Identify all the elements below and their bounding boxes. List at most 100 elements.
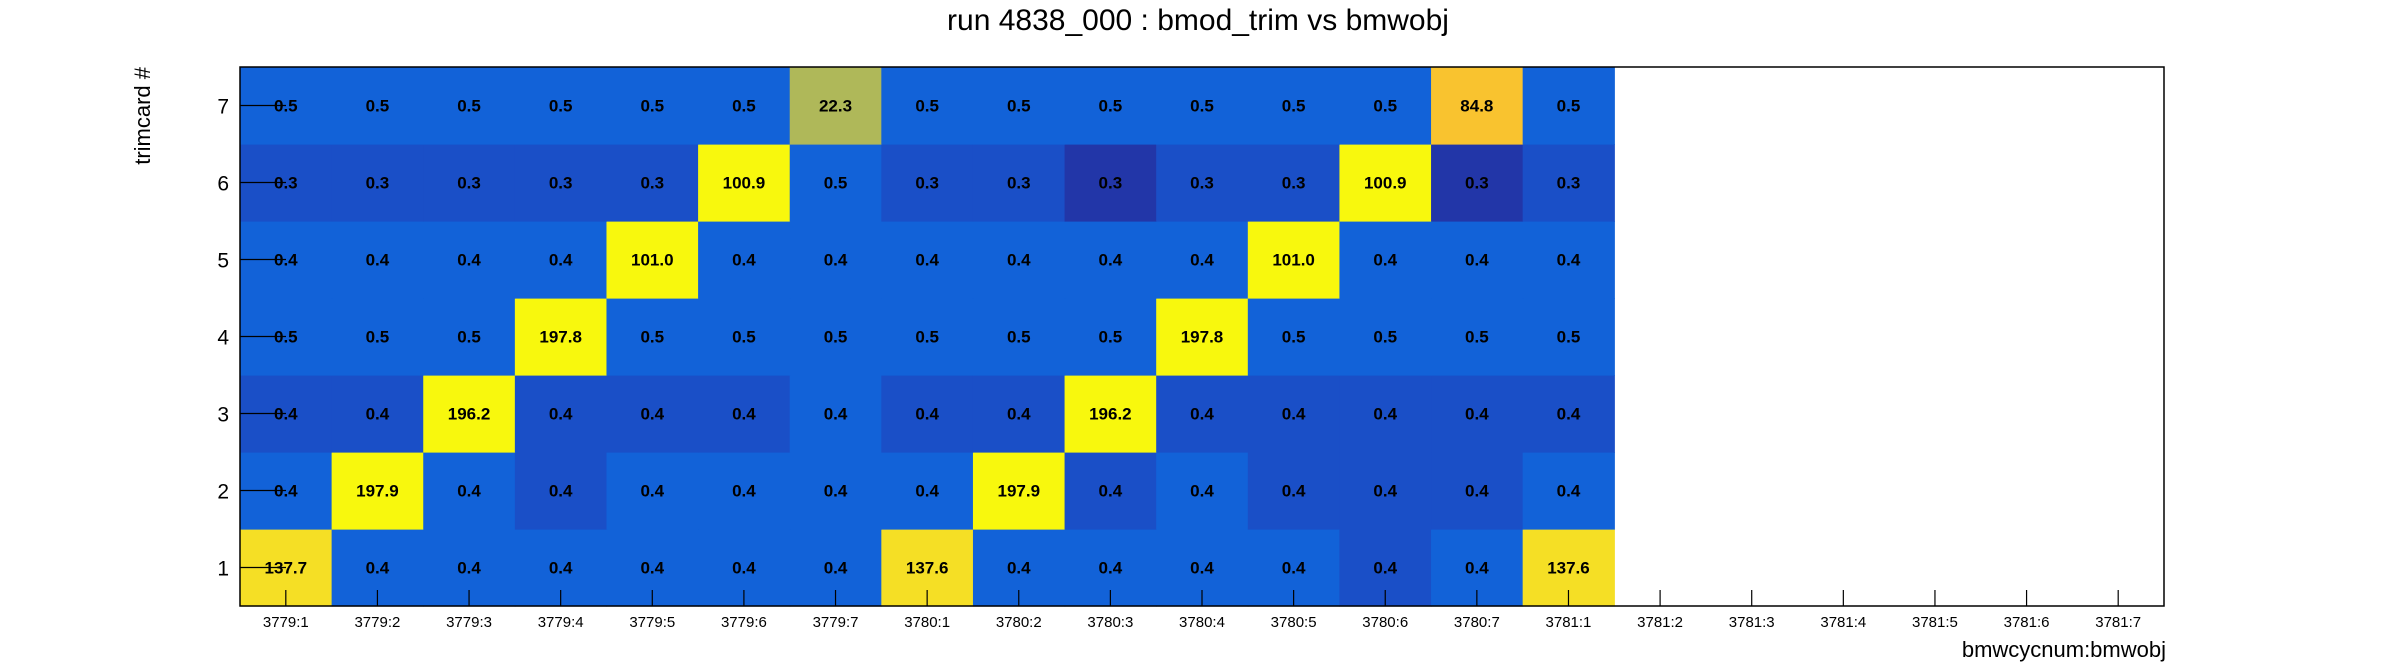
cell-value-label: 0.5	[457, 97, 481, 116]
cell-value-label: 0.3	[915, 174, 939, 193]
cell-value-label: 84.8	[1460, 97, 1493, 116]
heatmap-cell	[1339, 375, 1432, 453]
x-axis-title: bmwcycnum:bmwobj	[1962, 637, 2166, 662]
cell-value-label: 0.4	[274, 405, 298, 424]
cell-value-label: 197.9	[356, 482, 399, 501]
cell-value-label: 0.4	[1465, 559, 1489, 578]
cell-value-label: 100.9	[1364, 174, 1407, 193]
heatmap-cell-labels: 137.7 0.4 0.4 0.4 0.4 0.4 0.4 137.6 0.4 0.4 0.4 0.4…	[265, 97, 1590, 578]
cell-value-label: 0.4	[1099, 251, 1123, 270]
heatmap-cell	[606, 144, 699, 222]
cell-value-label: 0.5	[732, 328, 756, 347]
cell-value-label: 0.3	[1190, 174, 1214, 193]
cell-value-label: 0.4	[1373, 482, 1397, 501]
x-tick-label: 3781:1	[1546, 614, 1592, 631]
heatmap-cell	[1247, 452, 1341, 530]
heatmap-cell	[1247, 375, 1341, 453]
heatmap-cell	[514, 452, 608, 530]
cell-value-label: 0.4	[1099, 559, 1123, 578]
cell-value-label: 0.5	[366, 97, 390, 116]
x-tick-label: 3779:7	[813, 614, 859, 631]
cell-value-label: 0.4	[366, 405, 390, 424]
heatmap-cell	[1247, 298, 1341, 376]
cell-value-label: 0.5	[549, 97, 573, 116]
heatmap-cell	[1247, 67, 1341, 145]
heatmap-cell	[1431, 67, 1524, 145]
heatmap-cell	[606, 67, 699, 145]
x-tick-label: 3779:6	[721, 614, 767, 631]
y-tick-label: 3	[217, 404, 229, 427]
heatmap-cell	[1339, 144, 1432, 222]
cell-value-label: 0.4	[457, 559, 481, 578]
x-tick-label: 3780:2	[996, 614, 1042, 631]
cell-value-label: 137.6	[906, 559, 949, 578]
y-tick-label: 4	[217, 327, 229, 350]
cell-value-label: 0.4	[1190, 482, 1214, 501]
x-tick-label: 3779:3	[446, 614, 492, 631]
heatmap-cell	[1522, 298, 1615, 376]
cell-value-label: 0.4	[1373, 251, 1397, 270]
cell-value-label: 0.4	[1282, 559, 1306, 578]
heatmap-cell	[1156, 221, 1249, 299]
heatmap-cell	[972, 452, 1066, 530]
cell-value-label: 0.4	[640, 482, 664, 501]
cell-value-label: 0.5	[1007, 328, 1031, 347]
cell-value-label: 0.4	[915, 482, 939, 501]
y-tick-label: 6	[217, 173, 229, 196]
y-axis-title: trimcard #	[130, 66, 155, 165]
heatmap-cell	[331, 67, 424, 145]
x-tick-label: 3780:6	[1362, 614, 1408, 631]
cell-value-label: 0.5	[732, 97, 756, 116]
cell-value-label: 0.4	[1190, 405, 1214, 424]
y-tick-label: 5	[217, 250, 229, 273]
cell-value-label: 0.4	[1282, 405, 1306, 424]
chart-title: run 4838_000 : bmod_trim vs bmwobj	[947, 4, 1449, 37]
heatmap-cell	[1522, 452, 1615, 530]
heatmap-cell	[972, 298, 1066, 376]
heatmap-cell	[1431, 452, 1524, 530]
heatmap-cell	[423, 375, 516, 453]
heatmap-cell	[1156, 452, 1249, 530]
x-tick-label: 3781:7	[2095, 614, 2141, 631]
x-tick-label: 3779:5	[629, 614, 675, 631]
cell-value-label: 0.4	[640, 559, 664, 578]
heatmap-cell	[1431, 144, 1524, 222]
cell-value-label: 0.4	[1557, 405, 1581, 424]
heatmap-cell	[1339, 67, 1432, 145]
cell-value-label: 0.4	[732, 405, 756, 424]
heatmap-cell	[1064, 375, 1157, 453]
heatmap-cell	[423, 452, 516, 530]
y-axis: 1 2 3 4 5 6 7	[217, 96, 286, 581]
heatmap-cell	[1522, 375, 1615, 453]
heatmap-cell	[514, 375, 608, 453]
heatmap-cell	[1339, 221, 1432, 299]
heatmap-cell	[1156, 144, 1249, 222]
cell-value-label: 196.2	[448, 405, 491, 424]
cell-value-label: 0.5	[640, 97, 664, 116]
cell-value-label: 0.5	[1099, 328, 1123, 347]
heatmap-cell	[698, 298, 791, 376]
heatmap-cell	[1064, 67, 1157, 145]
heatmap-cell	[331, 144, 424, 222]
heatmap-cell	[423, 67, 516, 145]
heatmap-cell	[881, 221, 974, 299]
cell-value-label: 0.5	[1282, 97, 1306, 116]
cell-value-label: 101.0	[631, 251, 674, 270]
heatmap-cell	[1156, 67, 1249, 145]
heatmap-cell	[789, 144, 882, 222]
x-tick-label: 3779:1	[263, 614, 309, 631]
heatmap-cell	[698, 221, 791, 299]
cell-value-label: 0.4	[1465, 251, 1489, 270]
cell-value-label: 0.4	[274, 251, 298, 270]
heatmap-cell	[881, 375, 974, 453]
cell-value-label: 0.4	[1007, 559, 1031, 578]
heatmap-cell	[789, 67, 882, 145]
cell-value-label: 0.4	[1190, 251, 1214, 270]
heatmap-cell	[698, 67, 791, 145]
heatmap-cell	[789, 375, 882, 453]
heatmap-cell	[1522, 67, 1615, 145]
cell-value-label: 0.5	[457, 328, 481, 347]
heatmap-cell	[331, 298, 424, 376]
heatmap-cell	[1064, 452, 1157, 530]
